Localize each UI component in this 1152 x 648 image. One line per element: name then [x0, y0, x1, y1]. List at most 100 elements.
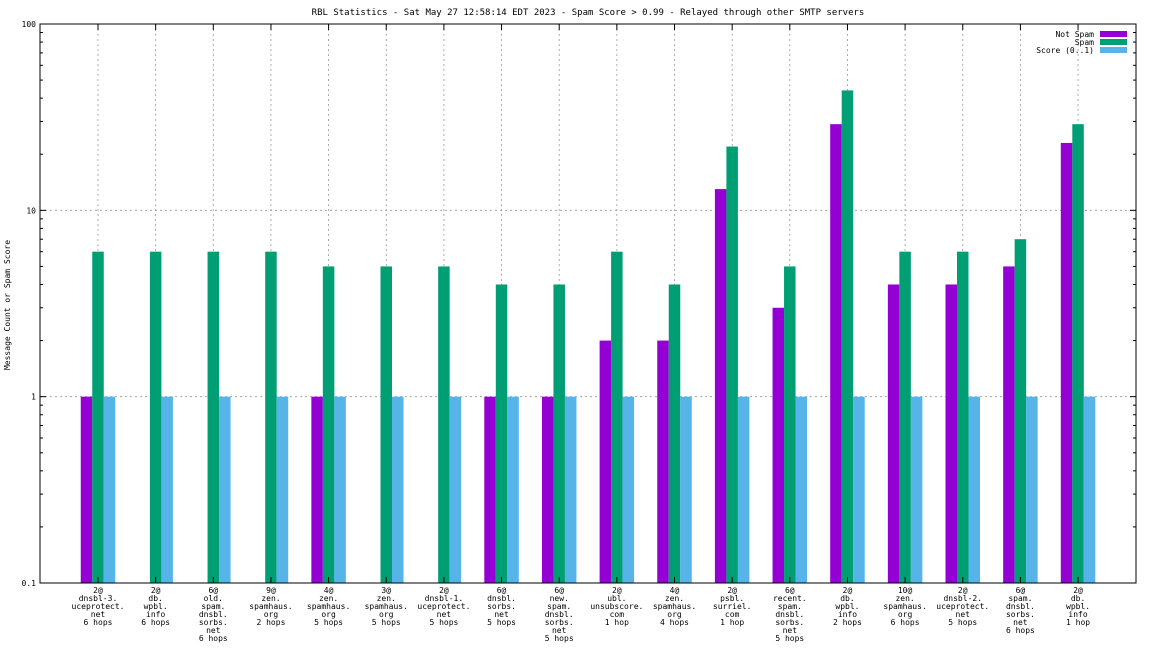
- category-label-line: 2@: [843, 586, 853, 595]
- category-label-line: 4@: [670, 586, 680, 595]
- category-label: 6@ recent. spam. dnsbl. sorbs. net 5 hops: [773, 586, 807, 643]
- legend-swatch: [1100, 47, 1127, 53]
- category-label-line: net: [552, 626, 567, 635]
- bar-score-0-1: [392, 396, 404, 583]
- category-label-line: 6 hops: [891, 618, 920, 627]
- category-label-line: 2@: [93, 586, 103, 595]
- bar-spam: [668, 284, 681, 583]
- category-label-line: 5 hops: [545, 634, 574, 643]
- category-label-line: info: [146, 610, 165, 619]
- category-label-line: sorbs.: [545, 618, 574, 627]
- legend-label: Spam: [1075, 38, 1094, 47]
- axis-ticks: 0.1 1 10 100: [22, 20, 1136, 588]
- category-label-line: uceprotect.: [72, 602, 125, 611]
- category-label-line: 1 hop: [605, 618, 629, 627]
- category-label-line: dnsbl-2.: [943, 594, 982, 603]
- category-label-line: wpbl.: [1066, 602, 1090, 611]
- category-label: 2@ db. wpbl. info 1 hop: [1066, 586, 1090, 627]
- bar-score-0-1: [103, 396, 116, 583]
- category-label-line: zen.: [319, 594, 338, 603]
- category-label-line: net: [783, 626, 798, 635]
- category-label-line: 2@: [612, 586, 622, 595]
- category-label-line: org: [321, 610, 336, 619]
- bar-spam: [149, 251, 162, 584]
- legend-label: Not Spam: [1055, 30, 1094, 39]
- category-label-line: db.: [148, 594, 162, 603]
- bar-score-0-1: [910, 396, 923, 583]
- bar-not-spam: [1003, 266, 1015, 583]
- bar-spam: [841, 90, 854, 584]
- bar-score-0-1: [1026, 396, 1038, 583]
- category-label-line: 6 hops: [141, 618, 170, 627]
- category-label-line: db.: [840, 594, 854, 603]
- category-label: 6@ old. spam. dnsbl. sorbs. net 6 hops: [199, 586, 228, 643]
- category-label-line: zen.: [665, 594, 684, 603]
- legend-swatch: [1100, 31, 1127, 37]
- bar-score-0-1: [507, 396, 519, 583]
- category-label-line: net: [437, 610, 452, 619]
- category-label-line: com: [610, 610, 625, 619]
- category-label: 2@ psbl. surriel. com 1 hop: [713, 586, 752, 627]
- category-label: 3@ zen. spamhaus. org 5 hops: [365, 586, 408, 627]
- category-label-line: uceprotect.: [936, 602, 989, 611]
- category-label: 4@ zen. spamhaus. org 5 hops: [307, 586, 350, 627]
- category-label-line: spamhaus.: [883, 602, 926, 611]
- bar-score-0-1: [795, 396, 808, 583]
- bars: [80, 90, 1096, 584]
- category-label-line: 2@: [1073, 586, 1083, 595]
- bar-score-0-1: [1083, 396, 1096, 583]
- chart-title: RBL Statistics - Sat May 27 12:58:14 EDT…: [312, 8, 865, 18]
- category-label-line: 6@: [785, 586, 795, 595]
- category-label-line: 1 hop: [1066, 618, 1090, 627]
- bar-spam: [322, 266, 335, 583]
- bar-not-spam: [599, 340, 612, 583]
- category-label-line: 6@: [1016, 586, 1026, 595]
- category-label-line: spamhaus.: [365, 602, 408, 611]
- bar-not-spam: [484, 396, 496, 583]
- category-label-line: dnsbl-1.: [425, 594, 464, 603]
- bar-spam: [899, 251, 911, 584]
- category-label-line: 5 hops: [487, 618, 516, 627]
- category-label-line: 6 hops: [1006, 626, 1035, 635]
- category-label-line: spamhaus.: [653, 602, 696, 611]
- category-label-line: 9@: [266, 586, 276, 595]
- category-label-line: 3@: [381, 586, 391, 595]
- category-label: 2@ dnsbl-2. uceprotect. net 5 hops: [936, 586, 989, 627]
- y-tick-label: 0.1: [22, 579, 37, 588]
- category-label-line: spam.: [201, 602, 225, 611]
- category-label-line: 6@: [497, 586, 507, 595]
- category-label-line: net: [206, 626, 221, 635]
- bar-not-spam: [887, 284, 900, 583]
- category-label: 2@ ubl. unsubscore. com 1 hop: [590, 586, 643, 627]
- category-label-line: zen.: [377, 594, 396, 603]
- bar-not-spam: [541, 396, 554, 583]
- bar-spam: [92, 251, 104, 584]
- category-label-line: org: [379, 610, 394, 619]
- category-label-line: uceprotect.: [417, 602, 470, 611]
- category-label: 4@ zen. spamhaus. org 4 hops: [653, 586, 696, 627]
- category-label: 10@ zen. spamhaus. org 6 hops: [883, 586, 926, 627]
- category-label-line: dnsbl.: [775, 610, 804, 619]
- category-label-line: sorbs.: [775, 618, 804, 627]
- category-label-line: 5 hops: [948, 618, 977, 627]
- category-label-line: old.: [204, 594, 223, 603]
- bar-spam: [1072, 124, 1084, 584]
- category-label-line: 10@: [898, 586, 913, 595]
- category-label-line: 2@: [439, 586, 449, 595]
- bar-spam: [784, 266, 796, 583]
- category-label-line: 2@: [727, 586, 737, 595]
- bar-spam: [207, 251, 220, 584]
- y-tick-label: 1: [31, 393, 36, 402]
- category-label-line: dnsbl.: [545, 610, 574, 619]
- bar-not-spam: [772, 307, 785, 583]
- category-label-line: net: [91, 610, 106, 619]
- category-label-line: info: [1068, 610, 1087, 619]
- y-tick-label: 100: [22, 20, 37, 29]
- category-label-line: sorbs.: [1006, 610, 1035, 619]
- category-label-line: surriel.: [713, 602, 752, 611]
- category-label-line: zen.: [261, 594, 280, 603]
- bar-spam: [1014, 239, 1027, 584]
